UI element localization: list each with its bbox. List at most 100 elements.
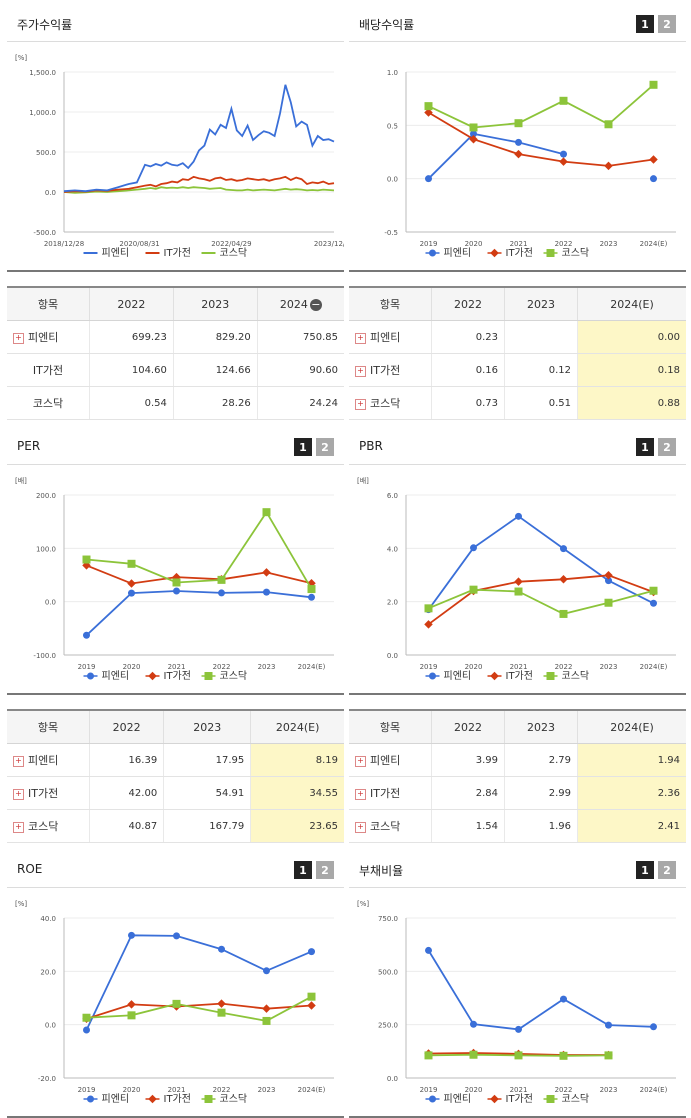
table-row: + 피엔티 16.39 17.95 8.19 (7, 743, 344, 777)
panel-title: 배당수익률 (359, 18, 415, 32)
expand-icon[interactable]: + (355, 755, 366, 767)
data-point (470, 544, 477, 552)
series-2 (82, 561, 316, 588)
data-point (424, 1051, 433, 1060)
x-tick-label: 2024(E) (640, 1086, 668, 1094)
legend-label: 피엔티 (102, 670, 130, 682)
expand-icon[interactable]: + (355, 332, 366, 344)
page-1-button[interactable]: 1 (294, 438, 312, 456)
data-point (172, 999, 181, 1008)
x-tick-label: 2020/08/31 (119, 240, 159, 248)
row-label-cell: + 피엔티 (7, 320, 90, 354)
per-chart: [배] 200.0 100.0 0.0 -100.0 2019 2020 2021 2022 20… (7, 465, 344, 695)
collapse-icon[interactable]: − (309, 297, 322, 311)
value-cell: 104.60 (89, 353, 174, 387)
table-row: 코스닥 0.54 28.26 24.24 (7, 386, 344, 420)
data-point (172, 578, 181, 587)
page-1-button[interactable]: 1 (636, 438, 654, 456)
legend-label: 피엔티 (444, 1093, 472, 1105)
expand-icon[interactable]: + (355, 398, 366, 410)
y-tick-label: -20.0 (38, 1075, 56, 1083)
data-point (560, 150, 567, 158)
axis-unit: [배] (15, 476, 27, 485)
row-label-cell: + 피엔티 (349, 320, 432, 354)
row-label: 피엔티 (28, 331, 59, 344)
series-line-1 (63, 84, 335, 193)
panel-title: 부채비율 (359, 864, 404, 878)
y-tick-label: 500.0 (378, 968, 398, 976)
expand-icon[interactable]: + (13, 332, 24, 344)
data-point (515, 138, 522, 146)
legend-marker (429, 672, 436, 680)
value-cell: 40.87 (88, 809, 164, 843)
legend-marker (546, 249, 555, 257)
row-label: IT가전 (32, 364, 64, 377)
panel-title: PBR (359, 439, 383, 453)
y-tick-label: 0.0 (387, 1075, 398, 1083)
value-cell: 0.51 (504, 386, 578, 420)
x-tick-label: 2023 (600, 663, 618, 671)
data-point (308, 948, 315, 956)
data-point (604, 598, 613, 607)
x-tick-label: 2021 (168, 1086, 186, 1094)
row-label-cell: + IT가전 (349, 353, 432, 387)
value-cell: 16.39 (88, 743, 164, 777)
page-1-button[interactable]: 1 (636, 861, 654, 879)
x-tick-label: 2022 (555, 240, 573, 248)
table-row: + IT가전 0.16 0.12 0.18 (349, 353, 686, 387)
data-point (514, 149, 523, 159)
legend-marker (490, 671, 499, 681)
expand-icon[interactable]: + (355, 788, 366, 800)
y-tick-label: 1,500.0 (29, 69, 56, 77)
x-tick-label: 2020 (465, 240, 483, 248)
value-cell: 750.85 (256, 320, 344, 354)
expand-icon[interactable]: + (355, 365, 366, 377)
x-tick-label: 2024(E) (640, 663, 668, 671)
value-cell (504, 320, 578, 354)
series-3 (82, 992, 316, 1025)
data-point (217, 1008, 226, 1017)
value-cell: 1.94 (577, 743, 686, 777)
row-label: 코스닥 (28, 820, 59, 833)
page-2-button[interactable]: 2 (316, 438, 334, 456)
column-header: 2024(E) (250, 709, 344, 744)
page-1-button[interactable]: 1 (294, 861, 312, 879)
column-header: 항목 (349, 286, 432, 321)
page-2-button[interactable]: 2 (658, 861, 676, 879)
value-cell: 0.12 (504, 353, 578, 387)
row-label-cell: + 피엔티 (7, 743, 90, 777)
expand-icon[interactable]: + (355, 821, 366, 833)
expand-icon[interactable]: + (13, 788, 24, 800)
axis-unit: [배] (357, 476, 369, 485)
x-tick-label: 2022 (555, 1086, 573, 1094)
value-cell: 0.73 (430, 386, 505, 420)
page-1-button[interactable]: 1 (636, 15, 654, 33)
column-header: 2022 (430, 286, 505, 321)
pbr-chart: [배] 6.0 4.0 2.0 0.0 2019 2020 2021 2022 2023 2024(… (349, 465, 686, 695)
page-2-button[interactable]: 2 (658, 15, 676, 33)
value-cell: 0.23 (430, 320, 505, 354)
x-tick-label: 2019 (78, 1086, 96, 1094)
x-tick-label: 2024(E) (298, 663, 326, 671)
data-point (514, 119, 523, 128)
expand-icon[interactable]: + (13, 821, 24, 833)
data-point (128, 931, 135, 939)
data-point (560, 545, 567, 553)
page-2-button[interactable]: 2 (658, 438, 676, 456)
value-cell: 42.00 (88, 776, 164, 810)
legend-label: 코스닥 (220, 670, 248, 682)
data-point (515, 1025, 522, 1033)
data-point (218, 589, 225, 597)
value-cell: 1.96 (504, 809, 578, 843)
expand-icon[interactable]: + (13, 755, 24, 767)
value-cell: 3.99 (430, 743, 505, 777)
x-tick-label: 2024(E) (298, 1086, 326, 1094)
series-line (427, 574, 654, 626)
data-point (559, 1051, 568, 1060)
data-point (82, 555, 91, 564)
y-tick-label: 0.0 (45, 1022, 56, 1030)
x-tick-label: 2023 (258, 1086, 276, 1094)
data-point (604, 120, 613, 129)
page-2-button[interactable]: 2 (316, 861, 334, 879)
data-point (559, 96, 568, 105)
